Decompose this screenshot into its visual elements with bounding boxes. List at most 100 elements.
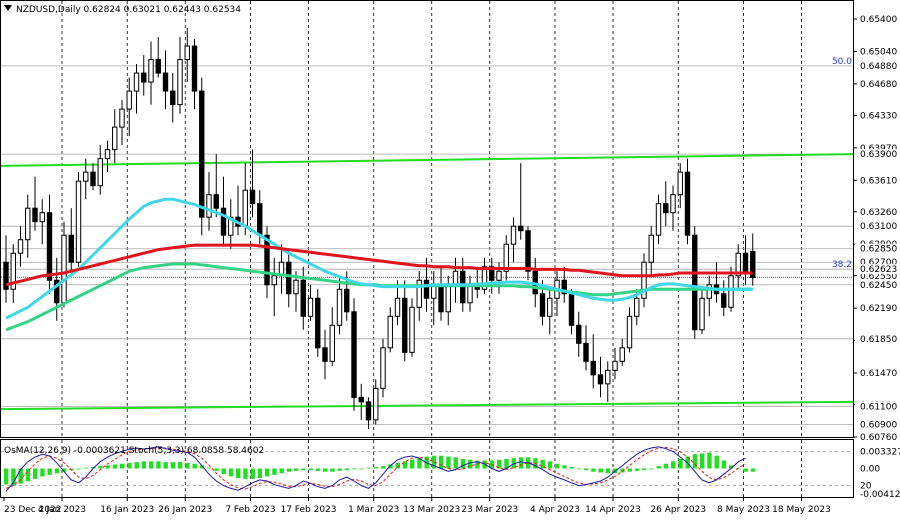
candle-bull — [380, 347, 386, 389]
osma-bar — [4, 468, 9, 485]
osma-bar — [272, 468, 277, 475]
candle-bull — [10, 252, 16, 290]
osma-bar — [47, 468, 52, 475]
osma-bar — [627, 468, 632, 472]
osma-bar — [243, 468, 248, 479]
y-tick-label: 0.64330 — [860, 111, 897, 121]
candle-bear — [742, 252, 749, 272]
osc-axis-label: 0.0033272 — [860, 447, 900, 457]
osma-bar — [257, 468, 263, 479]
candle-bull — [126, 90, 132, 110]
x-tick-label: 16 Jan 2023 — [100, 505, 154, 515]
candle-bear — [351, 311, 357, 398]
candle-bull — [39, 212, 45, 223]
osma-bar — [475, 460, 480, 469]
osma-bar — [11, 468, 16, 486]
oscillator-header: OsMA(12,26,9) -0.0003621 Stoch(5,3,3) 68… — [4, 446, 264, 456]
osma-bar — [344, 468, 350, 471]
x-tick-label: 4 Apr 2023 — [530, 505, 580, 515]
osma-bar — [750, 468, 756, 472]
candle-bull — [17, 239, 24, 254]
osma-bar — [497, 459, 502, 469]
osma-bar — [642, 468, 647, 471]
osma-bar — [439, 455, 444, 469]
header-arrow-icon[interactable] — [4, 5, 12, 11]
osma-bar — [366, 467, 371, 469]
price-level-label: 0.61850 — [860, 335, 897, 345]
osma-bar — [33, 468, 38, 479]
osma-bar — [207, 467, 212, 469]
osma-bar — [518, 457, 524, 469]
osma-bar — [605, 468, 611, 474]
candle-bull — [307, 297, 314, 317]
candle-bear — [46, 212, 53, 281]
candle-bull — [677, 171, 683, 196]
osma-bar — [547, 461, 553, 469]
candle-bull — [228, 216, 234, 236]
y-tick-label: 0.62550 — [860, 272, 897, 282]
candle-bull — [481, 266, 488, 290]
candle-bear — [286, 261, 292, 295]
osc-axis-label: 0.00 — [860, 465, 880, 475]
price-level-label-bg — [855, 419, 900, 430]
osma-bar — [634, 468, 640, 471]
osma-bar — [410, 459, 415, 469]
osma-bar — [221, 468, 226, 475]
candle-bull — [706, 284, 712, 299]
osma-bar — [301, 468, 306, 471]
fibonacci-labels: 50.0 38.2 — [832, 57, 852, 270]
candle-bear — [220, 207, 227, 236]
osma-bar — [649, 468, 654, 470]
candle-bear — [438, 284, 444, 313]
candle-bull — [119, 108, 125, 128]
candle-bull — [242, 189, 248, 227]
candle-bull — [271, 275, 277, 286]
x-tick-label: 7 Feb 2023 — [225, 505, 275, 515]
price-level-label: 0.60900 — [860, 420, 897, 430]
main-panel-frame — [0, 0, 854, 438]
candle-bear — [344, 288, 350, 313]
osma-bar — [468, 459, 473, 469]
candle-bull — [699, 297, 705, 331]
osma-bar — [330, 468, 335, 472]
osma-bar — [678, 458, 683, 469]
stoch-signal-line — [5, 446, 746, 490]
osma-bar — [337, 468, 342, 471]
x-tick-label: 18 May 2023 — [772, 505, 831, 515]
candle-bull — [83, 171, 89, 182]
osma-bar — [700, 453, 705, 469]
candle-bear — [358, 396, 364, 403]
candle-bear — [322, 347, 328, 362]
candle-bull — [97, 158, 103, 187]
osma-bar — [460, 458, 466, 469]
x-tick-label: 13 Mar 2023 — [403, 505, 460, 515]
x-tick-label: 23 Dec 2022 — [4, 505, 62, 515]
candle-bear — [590, 360, 596, 376]
price-level-label: 0.64880 — [860, 62, 897, 72]
osma-bar — [373, 466, 379, 469]
y-tick-label: 0.63610 — [860, 176, 897, 186]
candle-bear — [576, 324, 582, 344]
osma-bar — [453, 457, 458, 469]
osma-bar — [431, 455, 437, 469]
candle-bull — [670, 194, 676, 214]
candle-bull — [206, 194, 212, 218]
osma-bar — [18, 468, 23, 484]
osma-bar — [540, 459, 545, 469]
osma-bar — [112, 464, 118, 469]
candle-bear — [264, 234, 270, 286]
candle-bear — [213, 194, 219, 209]
osma-bar — [663, 463, 669, 469]
y-tick-label: 0.63970 — [860, 144, 897, 154]
osma-bar — [40, 468, 45, 477]
fib-level-label: 50.0 — [832, 57, 852, 67]
candle-bull — [133, 72, 140, 92]
candle-bull — [467, 284, 473, 304]
osma-bar — [192, 463, 197, 469]
candle-bear — [561, 279, 567, 295]
candle-bear — [525, 230, 531, 272]
stoch-main-line — [5, 446, 746, 492]
osc-axis-label: 20 — [860, 482, 872, 492]
osma-bar — [736, 468, 741, 470]
osma-bar — [381, 466, 386, 469]
